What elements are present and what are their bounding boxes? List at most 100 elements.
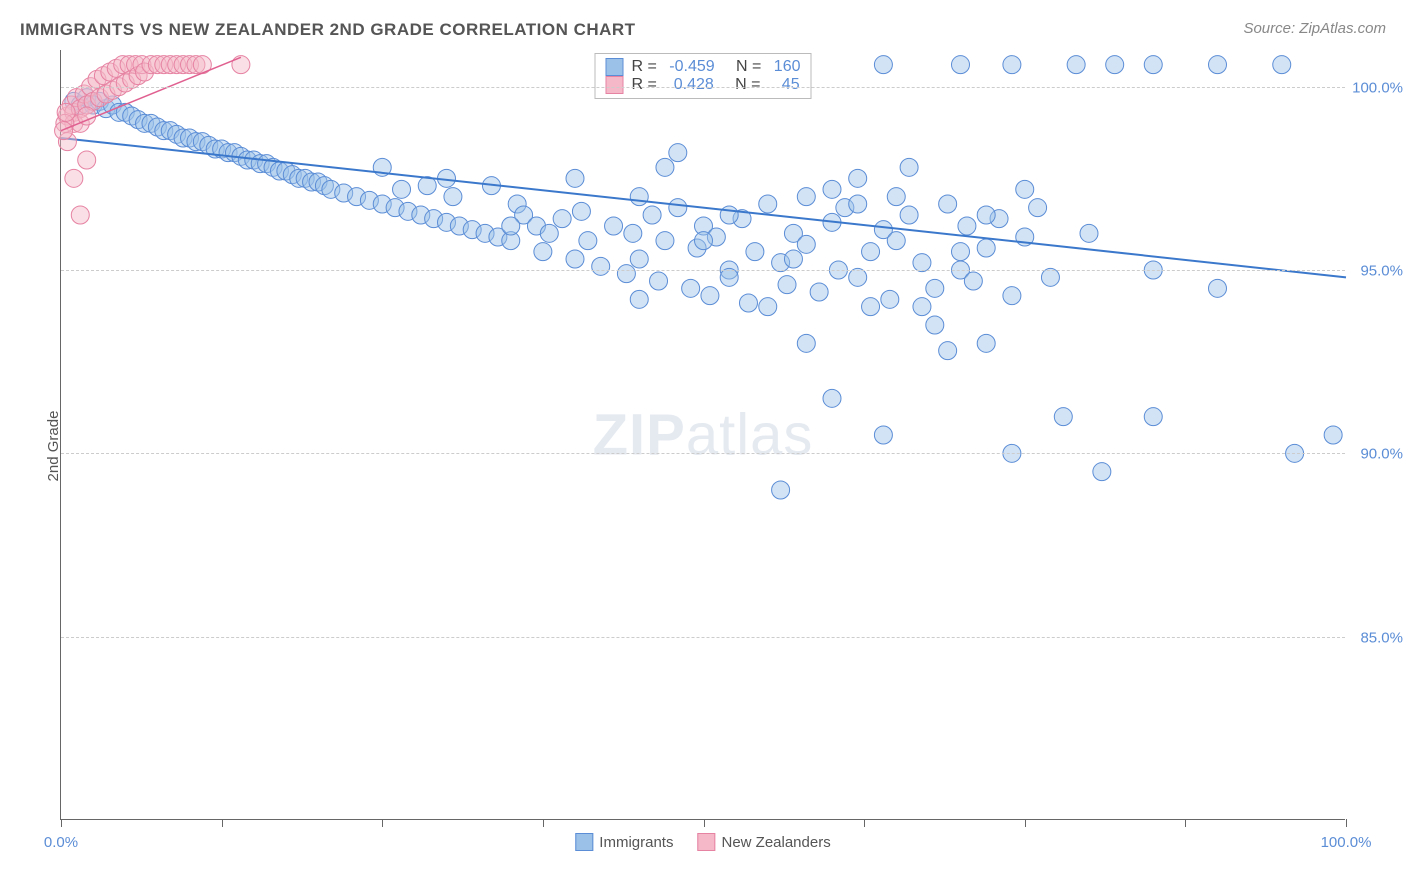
data-point — [797, 235, 815, 253]
legend-stat-label: R = — [632, 58, 662, 76]
data-point — [977, 239, 995, 257]
data-point — [1041, 268, 1059, 286]
data-point — [849, 169, 867, 187]
legend-stat-row: R = -0.459 N = 160 — [606, 58, 801, 76]
x-tick — [382, 819, 383, 827]
data-point — [823, 389, 841, 407]
data-point — [900, 158, 918, 176]
data-point — [926, 316, 944, 334]
gridline-h: 85.0% — [61, 637, 1345, 638]
legend-swatch — [697, 833, 715, 851]
data-point — [617, 265, 635, 283]
data-point — [444, 188, 462, 206]
data-point — [1209, 279, 1227, 297]
x-tick — [1346, 819, 1347, 827]
data-point — [1067, 56, 1085, 74]
data-point — [656, 232, 674, 250]
legend-stat-value: 45 — [773, 76, 800, 94]
data-point — [849, 195, 867, 213]
legend-series: ImmigrantsNew Zealanders — [575, 833, 830, 851]
data-point — [643, 206, 661, 224]
data-point — [1029, 199, 1047, 217]
data-point — [823, 180, 841, 198]
legend-swatch — [575, 833, 593, 851]
data-point — [977, 334, 995, 352]
y-tick-label: 100.0% — [1352, 79, 1403, 96]
y-tick-label: 95.0% — [1360, 263, 1403, 280]
data-point — [862, 243, 880, 261]
data-point — [579, 232, 597, 250]
data-point — [534, 243, 552, 261]
data-point — [605, 217, 623, 235]
data-point — [592, 257, 610, 275]
data-point — [952, 56, 970, 74]
x-tick — [222, 819, 223, 827]
data-point — [566, 250, 584, 268]
data-point — [1054, 408, 1072, 426]
data-point — [881, 290, 899, 308]
x-tick — [1025, 819, 1026, 827]
data-point — [1016, 180, 1034, 198]
chart-title: IMMIGRANTS VS NEW ZEALANDER 2ND GRADE CO… — [20, 20, 636, 40]
x-tick — [704, 819, 705, 827]
legend-stat-value: 0.428 — [669, 76, 713, 94]
data-point — [964, 272, 982, 290]
legend-correlation-stats: R = -0.459 N = 160R = 0.428 N = 45 — [595, 53, 812, 99]
data-point — [874, 426, 892, 444]
legend-swatch — [606, 58, 624, 76]
data-point — [1003, 287, 1021, 305]
data-point — [540, 224, 558, 242]
data-point — [939, 342, 957, 360]
data-point — [553, 210, 571, 228]
data-point — [1093, 463, 1111, 481]
data-point — [1144, 408, 1162, 426]
gridline-h: 95.0% — [61, 270, 1345, 271]
data-point — [952, 243, 970, 261]
data-point — [65, 169, 83, 187]
data-point — [900, 206, 918, 224]
data-point — [874, 56, 892, 74]
data-point — [630, 290, 648, 308]
data-point — [572, 202, 590, 220]
data-point — [797, 188, 815, 206]
data-point — [849, 268, 867, 286]
legend-swatch — [606, 76, 624, 94]
x-tick — [864, 819, 865, 827]
gridline-h: 90.0% — [61, 453, 1345, 454]
legend-item: New Zealanders — [697, 833, 830, 851]
data-point — [1080, 224, 1098, 242]
data-point — [772, 481, 790, 499]
data-point — [701, 287, 719, 305]
data-point — [862, 298, 880, 316]
data-point — [958, 217, 976, 235]
data-point — [669, 199, 687, 217]
legend-label: New Zealanders — [721, 834, 830, 851]
data-point — [1209, 56, 1227, 74]
x-tick — [543, 819, 544, 827]
trend-line — [61, 138, 1346, 277]
data-point — [630, 250, 648, 268]
data-point — [1106, 56, 1124, 74]
data-point — [78, 151, 96, 169]
x-tick-label: 100.0% — [1321, 834, 1372, 851]
data-point — [720, 268, 738, 286]
data-point — [1273, 56, 1291, 74]
data-point — [682, 279, 700, 297]
source-attribution: Source: ZipAtlas.com — [1243, 20, 1386, 37]
legend-stat-label: N = — [723, 58, 766, 76]
x-tick — [61, 819, 62, 827]
data-point — [784, 250, 802, 268]
data-point — [502, 217, 520, 235]
legend-stat-value: -0.459 — [669, 58, 714, 76]
data-point — [759, 298, 777, 316]
x-tick-label: 0.0% — [44, 834, 78, 851]
data-point — [913, 298, 931, 316]
data-point — [887, 188, 905, 206]
scatter-svg — [61, 50, 1345, 819]
legend-stat-value: 160 — [774, 58, 801, 76]
data-point — [810, 283, 828, 301]
plot-area: ZIPatlas R = -0.459 N = 160R = 0.428 N =… — [60, 50, 1345, 820]
data-point — [977, 206, 995, 224]
legend-stat-label: R = — [632, 76, 662, 94]
data-point — [669, 144, 687, 162]
